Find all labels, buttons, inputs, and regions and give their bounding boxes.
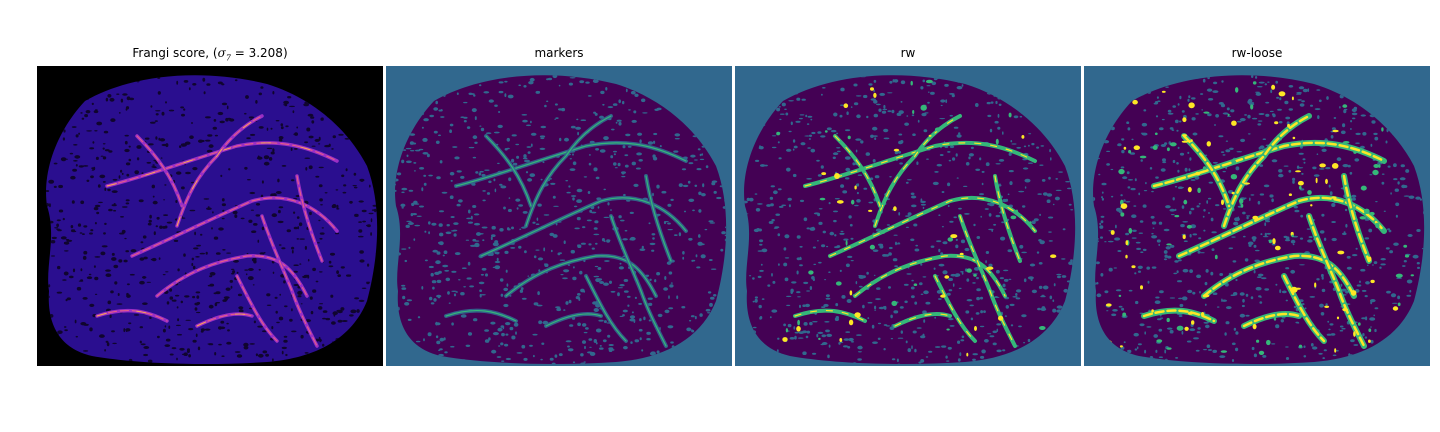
- rw-image: [735, 66, 1081, 366]
- rw-loose-image: [1084, 66, 1430, 366]
- vessel-network: [444, 114, 688, 348]
- vessel-network: [95, 114, 339, 348]
- rw-loose-panel: rw-loose: [1084, 46, 1430, 366]
- rw-panel: rw: [735, 46, 1081, 366]
- frangi-score-image: [37, 66, 383, 366]
- frangi-score-panel: Frangi score, (σ7 = 3.208): [37, 46, 383, 366]
- vessel-network: [1141, 113, 1387, 349]
- markers-panel: markers: [386, 46, 732, 366]
- rw-loose-title: rw-loose: [1231, 46, 1283, 60]
- vessel-network: [793, 114, 1037, 348]
- rw-title: rw: [900, 46, 916, 60]
- markers-title: markers: [534, 46, 584, 60]
- frangi-title-sigma: σ: [217, 46, 226, 60]
- segmentation-spots: [1101, 78, 1414, 359]
- frangi-title-subscript: 7: [225, 53, 231, 63]
- frangi-score-title: Frangi score, (σ7 = 3.208): [37, 46, 383, 62]
- markers-image: [386, 66, 732, 366]
- segmentation-spots: [776, 79, 1057, 357]
- frangi-title-prefix: Frangi score, (: [132, 46, 218, 60]
- frangi-title-suffix: = 3.208): [230, 46, 288, 60]
